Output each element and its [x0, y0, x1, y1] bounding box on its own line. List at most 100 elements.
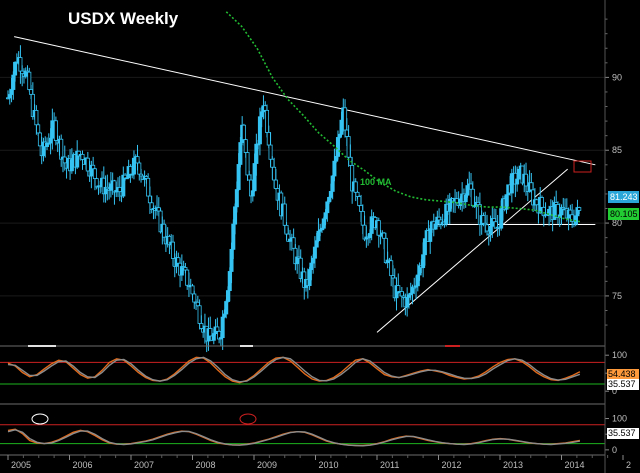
- candle-body: [27, 71, 32, 90]
- last-price-label: 81.243: [610, 192, 638, 202]
- candle-body: [199, 323, 204, 329]
- stochastic-line: [7, 356, 581, 384]
- candle-body: [18, 57, 23, 72]
- candle-body: [59, 138, 64, 160]
- candle-body: [360, 210, 365, 226]
- candle-body: [238, 142, 243, 165]
- candle-body: [92, 168, 97, 180]
- candle-body: [330, 175, 335, 192]
- stochastic-tick-label: 0: [612, 386, 617, 396]
- candle-body: [433, 223, 438, 230]
- candle-body: [488, 225, 493, 235]
- candle-body: [117, 187, 122, 193]
- candle-body: [415, 274, 420, 287]
- stochastic-tick-label: 0: [612, 445, 617, 455]
- candle-body: [208, 328, 213, 337]
- candle-body: [316, 230, 321, 242]
- x-tick-label: 2014: [565, 460, 585, 470]
- candle-body: [13, 61, 18, 76]
- candle-body: [458, 198, 463, 206]
- candle-body: [195, 301, 200, 307]
- stochastic-1-second-value-label: 35.537: [608, 379, 636, 389]
- candle-body: [332, 160, 337, 177]
- candle-body: [135, 156, 140, 164]
- candle-body: [7, 94, 12, 99]
- candles: [6, 45, 582, 353]
- candle-body: [231, 223, 236, 250]
- candle-body: [357, 196, 362, 206]
- candle-body: [328, 191, 333, 198]
- candle-body: [146, 177, 151, 197]
- candle-body: [359, 205, 364, 212]
- candle-body: [327, 197, 332, 203]
- candle-body: [344, 129, 349, 137]
- candle-body: [321, 218, 326, 229]
- stochastic-1-value-label: 54.438: [608, 369, 636, 379]
- candle-body: [484, 224, 489, 232]
- trendline: [14, 36, 596, 166]
- candle-body: [568, 209, 573, 216]
- candle-body: [312, 246, 317, 259]
- stochastic-line: [7, 356, 581, 383]
- candle-body: [233, 206, 238, 225]
- price-grid: [0, 76, 605, 297]
- candle-body: [534, 199, 539, 206]
- candle-body: [422, 238, 427, 256]
- candle-body: [353, 181, 358, 193]
- moving-average-label: 100 MA: [360, 177, 392, 187]
- x-tick-label: 2008: [196, 460, 216, 470]
- candle-body: [509, 173, 514, 194]
- ma-value-box: [608, 208, 639, 220]
- price-tick-label: 85: [612, 145, 622, 155]
- candle-body: [11, 74, 16, 90]
- candle-body: [245, 152, 250, 176]
- candle-body: [170, 241, 175, 259]
- candle-body: [80, 153, 85, 160]
- candle-body: [469, 183, 474, 190]
- stochastic-tick-label: 100: [612, 414, 627, 424]
- candle-body: [50, 120, 55, 139]
- candle-body: [224, 301, 229, 315]
- candle-body: [421, 254, 426, 269]
- candle-body: [309, 262, 314, 270]
- x-tick-label: 2005: [11, 460, 31, 470]
- stochastic-line: [7, 429, 581, 447]
- candle-body: [382, 232, 387, 239]
- candle-body: [529, 182, 534, 191]
- candle-body: [335, 137, 340, 157]
- x-tick-label: 2: [626, 460, 631, 470]
- candle-body: [272, 166, 277, 181]
- candle-body: [268, 144, 273, 160]
- candle-body: [53, 120, 58, 141]
- candle-body: [282, 203, 287, 226]
- candle-body: [29, 89, 34, 95]
- candle-body: [48, 137, 53, 144]
- candle-body: [137, 162, 142, 175]
- price-tick-label: 80: [612, 218, 622, 228]
- price-panel: USDX Weekly 100 MA 75 80 85 90 81.243 80.10…: [0, 9, 639, 353]
- highlight-circle-1: [31, 413, 49, 425]
- moving-average-line: [225, 11, 581, 223]
- x-tick-label: 2007: [134, 460, 154, 470]
- candle-body: [131, 157, 136, 175]
- candle-body: [128, 166, 133, 175]
- candle-body: [428, 228, 433, 242]
- candle-body: [250, 190, 255, 197]
- candle-body: [162, 223, 167, 238]
- stochastic-tick-label: 100: [612, 350, 627, 360]
- candle-body: [69, 159, 74, 172]
- candle-body: [227, 271, 232, 291]
- candle-body: [334, 156, 339, 162]
- candle-body: [367, 233, 372, 238]
- candle-body: [37, 132, 42, 147]
- candle-body: [211, 333, 216, 341]
- candle-body: [369, 216, 374, 234]
- candle-body: [263, 105, 268, 111]
- candle-body: [389, 260, 394, 277]
- candle-body: [515, 178, 520, 185]
- candle-body: [36, 124, 41, 134]
- candle-body: [470, 188, 475, 207]
- candle-body: [311, 257, 316, 264]
- candle-body: [220, 316, 225, 339]
- candle-body: [291, 237, 296, 249]
